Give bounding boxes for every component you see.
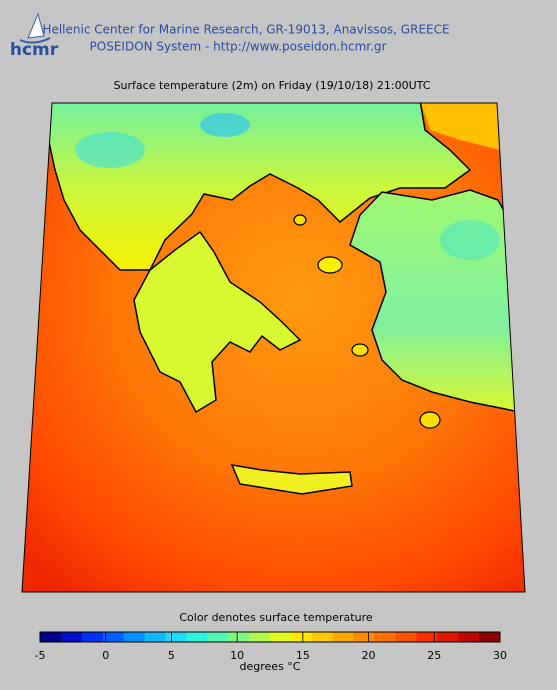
greece <box>133 230 302 414</box>
colorbar: -5 0 5 10 15 20 25 30 <box>35 631 507 662</box>
colorbar-band <box>186 632 208 642</box>
colorbar-band <box>102 632 125 642</box>
colorbar-band <box>332 632 355 642</box>
island <box>293 214 307 226</box>
colorbar-band <box>374 632 396 642</box>
colorbar-band <box>40 632 62 642</box>
colorbar-band <box>416 632 438 642</box>
logo: hcmr <box>10 12 59 60</box>
island <box>351 343 369 357</box>
cold-patch <box>75 132 145 168</box>
colorbar-band <box>311 632 334 642</box>
colorbar-band <box>395 632 417 642</box>
balkans <box>39 103 472 271</box>
cold-patch <box>440 220 500 260</box>
colorbar-label: Color denotes surface temperature <box>179 611 373 624</box>
island <box>317 256 343 274</box>
map <box>22 103 525 592</box>
colorbar-band <box>144 632 166 642</box>
cold-patch <box>200 113 250 137</box>
colorbar-band <box>123 632 146 642</box>
black-sea <box>420 103 500 150</box>
colorbar-tick-label: 10 <box>230 649 244 662</box>
colorbar-tick-label: 25 <box>427 649 441 662</box>
map-frame <box>21 102 526 593</box>
colorbar-band <box>479 632 501 642</box>
colorbar-band <box>353 632 376 642</box>
colorbar-band <box>165 632 187 642</box>
island <box>419 411 441 429</box>
map-title: Surface temperature (2m) on Friday (19/1… <box>114 79 431 92</box>
colorbar-tick-label: 0 <box>102 649 109 662</box>
colorbar-band <box>228 632 250 642</box>
colorbar-band <box>249 632 271 642</box>
colorbar-tick-label: 20 <box>362 649 376 662</box>
colorbar-band <box>437 632 459 642</box>
header-line: POSEIDON System - http://www.poseidon.hc… <box>90 40 387 54</box>
crete <box>230 464 353 495</box>
colorbar-units: degrees °C <box>240 660 301 673</box>
logo-text: hcmr <box>10 40 59 60</box>
colorbar-tick-label: 15 <box>296 649 310 662</box>
colorbar-band <box>270 632 292 642</box>
header-line: Hellenic Center for Marine Research, GR-… <box>42 23 449 37</box>
colorbar-band <box>81 632 104 642</box>
colorbar-band <box>458 632 480 642</box>
colorbar-tick-label: -5 <box>35 649 46 662</box>
colorbar-band <box>207 632 229 642</box>
colorbar-band <box>60 632 83 642</box>
colorbar-band <box>290 632 313 642</box>
colorbar-tick-label: 30 <box>493 649 507 662</box>
colorbar-tick-label: 5 <box>168 649 175 662</box>
